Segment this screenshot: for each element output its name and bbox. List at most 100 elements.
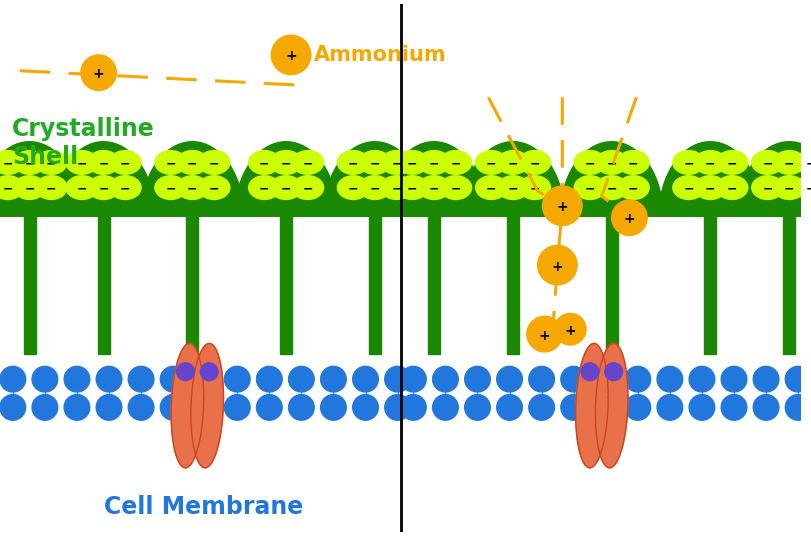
Text: −: − xyxy=(726,158,736,170)
Ellipse shape xyxy=(475,151,506,174)
Ellipse shape xyxy=(66,151,97,174)
Text: −: − xyxy=(391,158,401,170)
Circle shape xyxy=(352,367,378,392)
Text: −: − xyxy=(628,158,637,170)
Text: −: − xyxy=(507,183,517,196)
Ellipse shape xyxy=(248,151,280,174)
Circle shape xyxy=(526,316,562,352)
Circle shape xyxy=(720,394,746,420)
Ellipse shape xyxy=(518,176,550,199)
Circle shape xyxy=(753,394,778,420)
Ellipse shape xyxy=(380,176,412,199)
Circle shape xyxy=(224,367,250,392)
Ellipse shape xyxy=(440,151,471,174)
Ellipse shape xyxy=(693,151,725,174)
Circle shape xyxy=(288,367,314,392)
Bar xyxy=(280,215,292,354)
Ellipse shape xyxy=(751,176,783,199)
Ellipse shape xyxy=(773,151,804,174)
Circle shape xyxy=(689,394,714,420)
Ellipse shape xyxy=(14,176,45,199)
Ellipse shape xyxy=(88,151,119,174)
Polygon shape xyxy=(234,142,337,215)
Circle shape xyxy=(542,186,581,226)
Circle shape xyxy=(256,367,281,392)
Ellipse shape xyxy=(617,151,648,174)
Ellipse shape xyxy=(176,176,208,199)
Text: −: − xyxy=(98,183,109,196)
Circle shape xyxy=(496,367,521,392)
Circle shape xyxy=(581,363,598,381)
Text: −: − xyxy=(428,183,439,196)
Ellipse shape xyxy=(496,176,528,199)
Ellipse shape xyxy=(358,151,390,174)
Text: −: − xyxy=(259,158,269,170)
Text: −: − xyxy=(805,158,811,170)
Polygon shape xyxy=(575,344,607,468)
Circle shape xyxy=(432,394,457,420)
Text: −: − xyxy=(805,183,811,196)
Text: −: − xyxy=(783,158,793,170)
Text: −: − xyxy=(406,158,417,170)
Text: Ammonium: Ammonium xyxy=(313,45,446,65)
Polygon shape xyxy=(382,142,485,215)
Ellipse shape xyxy=(617,176,648,199)
Bar xyxy=(506,215,518,354)
Ellipse shape xyxy=(595,151,627,174)
Ellipse shape xyxy=(573,176,605,199)
Text: −: − xyxy=(726,183,736,196)
Bar xyxy=(97,215,109,354)
Circle shape xyxy=(432,367,457,392)
Circle shape xyxy=(720,367,746,392)
Circle shape xyxy=(496,394,521,420)
Circle shape xyxy=(224,394,250,420)
Circle shape xyxy=(592,367,618,392)
Circle shape xyxy=(400,367,426,392)
Circle shape xyxy=(554,314,586,345)
Circle shape xyxy=(200,363,218,381)
Circle shape xyxy=(464,367,490,392)
Text: −: − xyxy=(428,158,439,170)
Ellipse shape xyxy=(440,176,471,199)
Ellipse shape xyxy=(715,151,747,174)
Ellipse shape xyxy=(198,151,230,174)
Text: −: − xyxy=(187,158,197,170)
Polygon shape xyxy=(659,142,761,215)
Text: −: − xyxy=(98,158,109,170)
Text: −: − xyxy=(347,183,358,196)
Circle shape xyxy=(753,367,778,392)
Text: −: − xyxy=(507,158,517,170)
Circle shape xyxy=(271,35,311,75)
Text: −: − xyxy=(2,158,13,170)
Circle shape xyxy=(160,367,186,392)
Text: −: − xyxy=(165,183,176,196)
Circle shape xyxy=(320,367,345,392)
Ellipse shape xyxy=(358,176,390,199)
Polygon shape xyxy=(560,142,662,215)
Text: −: − xyxy=(76,183,87,196)
Text: −: − xyxy=(46,158,57,170)
Circle shape xyxy=(528,394,554,420)
Text: −: − xyxy=(450,183,461,196)
Ellipse shape xyxy=(396,176,427,199)
Polygon shape xyxy=(594,344,627,468)
Text: −: − xyxy=(704,158,714,170)
Ellipse shape xyxy=(794,151,811,174)
Circle shape xyxy=(32,367,58,392)
Ellipse shape xyxy=(794,176,811,199)
Ellipse shape xyxy=(292,176,324,199)
Ellipse shape xyxy=(36,176,67,199)
Ellipse shape xyxy=(109,176,141,199)
Ellipse shape xyxy=(176,151,208,174)
Text: −: − xyxy=(369,183,380,196)
Text: −: − xyxy=(584,183,594,196)
Ellipse shape xyxy=(715,176,747,199)
Text: −: − xyxy=(683,183,693,196)
Circle shape xyxy=(128,394,154,420)
Polygon shape xyxy=(461,142,564,215)
Text: −: − xyxy=(606,183,616,196)
Text: −: − xyxy=(303,158,313,170)
Circle shape xyxy=(128,367,154,392)
Ellipse shape xyxy=(773,176,804,199)
Ellipse shape xyxy=(66,176,97,199)
